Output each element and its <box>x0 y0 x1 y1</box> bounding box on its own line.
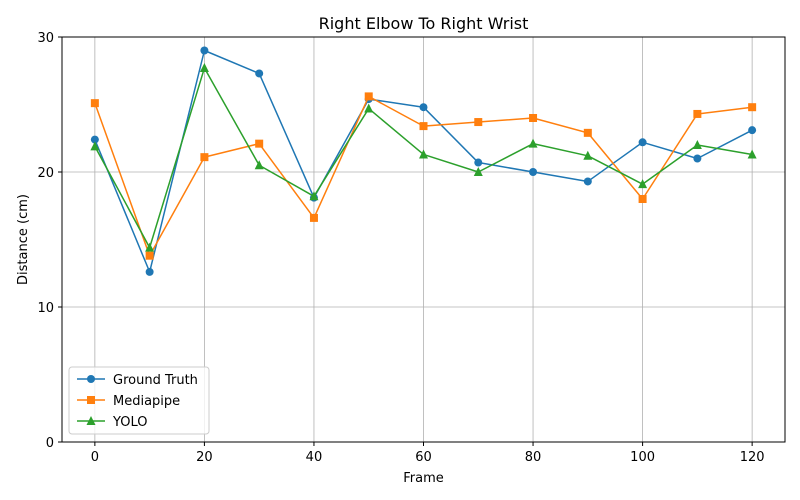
data-point <box>199 63 209 73</box>
data-point <box>529 168 538 176</box>
y-tick-label: 20 <box>37 166 54 181</box>
series-yolo <box>90 63 757 252</box>
x-tick-label: 0 <box>91 450 99 465</box>
data-point <box>145 251 154 260</box>
legend-marker <box>87 375 95 383</box>
data-point <box>255 69 264 78</box>
data-point <box>528 138 538 148</box>
legend-box <box>68 366 210 435</box>
data-point <box>638 195 647 203</box>
data-point <box>693 154 702 163</box>
legend-label: YOLO <box>112 415 147 430</box>
data-point <box>693 109 702 118</box>
data-point <box>748 103 757 112</box>
x-tick-label: 120 <box>740 450 765 465</box>
data-point <box>583 177 592 186</box>
x-axis-title: Frame <box>403 471 444 486</box>
data-point <box>90 135 99 144</box>
data-point <box>255 139 264 148</box>
legend-marker <box>87 396 95 404</box>
x-tick-label: 60 <box>415 450 432 465</box>
data-point <box>473 167 483 176</box>
data-point <box>692 140 702 149</box>
y-tick-label: 10 <box>37 301 54 316</box>
y-tick-label: 30 <box>37 31 54 46</box>
x-tick-label: 100 <box>630 450 655 465</box>
chart-title: Right Elbow To Right Wrist <box>319 14 529 33</box>
legend-label: Ground Truth <box>113 373 198 388</box>
data-point <box>747 149 757 159</box>
x-tick-label: 20 <box>196 450 213 465</box>
data-point <box>145 242 155 252</box>
data-point <box>474 118 483 127</box>
data-point <box>748 126 757 135</box>
data-point <box>583 150 593 160</box>
legend-item: Ground Truth <box>77 373 198 388</box>
data-point <box>419 149 428 159</box>
data-point <box>419 122 428 131</box>
data-point <box>200 46 209 55</box>
data-point <box>254 160 264 170</box>
data-point <box>364 92 373 101</box>
data-point <box>90 99 99 108</box>
data-point <box>200 153 209 162</box>
data-point <box>145 267 154 276</box>
data-point <box>583 128 592 137</box>
legend-marker <box>86 416 96 425</box>
data-point <box>638 179 648 189</box>
y-axis-title: Distance (cm) <box>16 194 31 285</box>
data-point <box>364 103 374 113</box>
data-point <box>529 114 538 122</box>
data-point <box>309 191 319 201</box>
axis-ticks: 0 20 40 60 80 100 120 0 10 20 30 <box>37 31 764 465</box>
x-tick-label: 40 <box>306 450 323 465</box>
data-point <box>90 141 100 151</box>
legend-item: YOLO <box>77 415 147 430</box>
data-point <box>638 138 647 147</box>
series-mediapipe <box>90 92 757 260</box>
data-point <box>474 158 483 167</box>
data-point <box>309 213 318 222</box>
x-tick-label: 80 <box>525 450 542 465</box>
data-series <box>90 46 757 276</box>
data-point <box>419 103 428 112</box>
y-tick-label: 0 <box>46 436 54 451</box>
legend-item: Mediapipe <box>77 394 180 409</box>
legend: Ground Truth Mediapipe YOLO <box>68 366 210 435</box>
legend-label: Mediapipe <box>113 394 180 409</box>
